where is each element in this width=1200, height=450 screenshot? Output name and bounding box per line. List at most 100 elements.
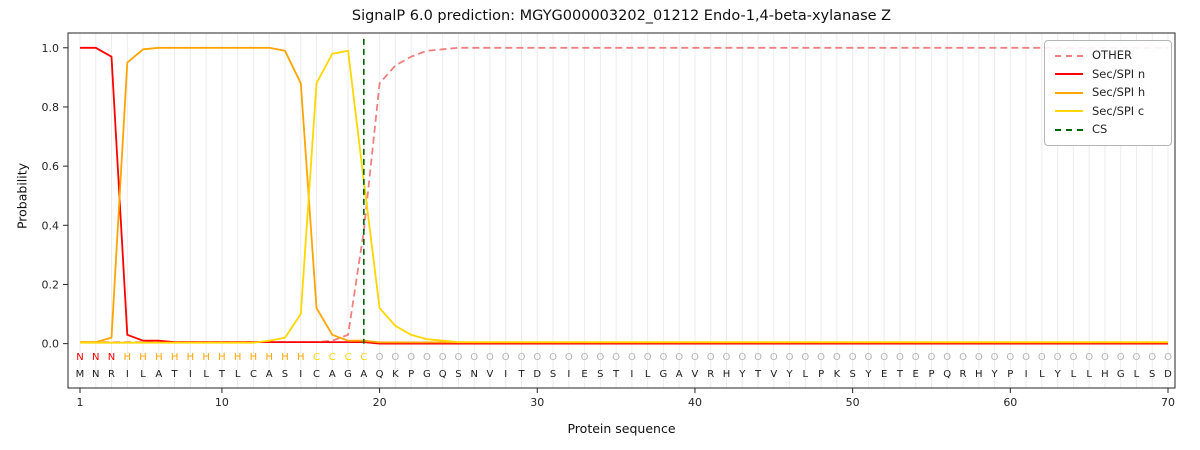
region-label: O	[1022, 352, 1030, 363]
region-label: C	[345, 352, 352, 363]
region-label: O	[391, 352, 399, 363]
sequence-letter: G	[423, 369, 431, 380]
sequence-letter: S	[849, 369, 855, 380]
region-label: O	[1117, 352, 1125, 363]
region-label: H	[297, 352, 305, 363]
x-tick-labels: 1 10 20 30 40 50 60 70	[77, 396, 1176, 409]
region-label: O	[486, 352, 494, 363]
region-label: O	[896, 352, 904, 363]
sequence-letter: P	[408, 369, 414, 380]
sequence-letter: P	[928, 369, 934, 380]
sequence-letter: Q	[943, 369, 951, 380]
sequence-letter: R	[108, 369, 115, 380]
series-lines	[80, 46, 1168, 345]
sequence-letter: Q	[376, 369, 384, 380]
region-label: O	[1101, 352, 1109, 363]
sequence-letter: N	[92, 369, 99, 380]
y-tick-labels: 0.0 0.2 0.4 0.6 0.8 1.0	[42, 42, 60, 351]
region-label: O	[1069, 352, 1077, 363]
region-label: H	[234, 352, 242, 363]
region-label: H	[124, 352, 132, 363]
region-label: N	[108, 352, 115, 363]
region-label: O	[454, 352, 462, 363]
sequence-letter: S	[282, 369, 288, 380]
sequence-letter: L	[235, 369, 241, 380]
region-label: O	[423, 352, 431, 363]
sequence-letter: G	[1117, 369, 1125, 380]
x-axis-label: Protein sequence	[567, 421, 676, 436]
legend-item-cs: CS	[1055, 122, 1161, 136]
x-tick-label: 40	[688, 396, 702, 409]
x-tick-label: 30	[530, 396, 544, 409]
region-label: O	[1038, 352, 1046, 363]
series-line-OTHER	[80, 46, 1168, 344]
region-label: H	[171, 352, 179, 363]
sequence-letter: Q	[439, 369, 447, 380]
y-tick-label: 0.2	[42, 278, 60, 291]
sequence-letter: A	[266, 369, 273, 380]
sequence-letter: H	[723, 369, 731, 380]
region-label: O	[991, 352, 999, 363]
x-tick-label: 20	[373, 396, 387, 409]
region-label: O	[1085, 352, 1093, 363]
region-label: O	[470, 352, 478, 363]
region-label: N	[76, 352, 83, 363]
legend-label-cs: CS	[1092, 122, 1108, 136]
sequence-letter: P	[818, 369, 824, 380]
y-tick-label: 0.8	[42, 101, 60, 114]
y-tick-label: 0.6	[42, 160, 60, 173]
y-tick-label: 0.0	[42, 338, 60, 351]
sequence-letter: L	[1071, 369, 1077, 380]
region-label: O	[612, 352, 620, 363]
region-label: O	[659, 352, 667, 363]
sec-spi-c-line-sample	[1055, 110, 1083, 113]
sequence-letter: Y	[990, 369, 998, 380]
region-label: O	[565, 352, 573, 363]
sequence-letter: T	[896, 369, 904, 380]
region-label: O	[376, 352, 384, 363]
region-label: O	[849, 352, 857, 363]
legend-item-other: OTHER	[1055, 49, 1161, 62]
sequence-letter: V	[770, 369, 777, 380]
sequence-letter: M	[76, 369, 85, 380]
region-label: O	[975, 352, 983, 363]
sequence-letter: L	[1039, 369, 1045, 380]
sequence-letter: V	[487, 369, 494, 380]
y-tick-label: 1.0	[42, 42, 60, 55]
legend-item-sec-spi-h: Sec/SPI h	[1055, 85, 1161, 99]
region-label: O	[691, 352, 699, 363]
sequence-letter: L	[1086, 369, 1092, 380]
sequence-letter: L	[645, 369, 651, 380]
sequence-letter: T	[171, 369, 179, 380]
cs-line-sample	[1055, 128, 1083, 131]
sequence-letter: Y	[1054, 369, 1062, 380]
x-tick-label: 50	[846, 396, 860, 409]
region-label: O	[943, 352, 951, 363]
region-label: H	[139, 352, 147, 363]
sequence-letter: I	[567, 369, 570, 380]
region-label: O	[518, 352, 526, 363]
sequence-letter: P	[1007, 369, 1013, 380]
x-tick-label: 10	[215, 396, 229, 409]
sequence-letter: S	[597, 369, 603, 380]
region-label: O	[502, 352, 510, 363]
region-label: O	[644, 352, 652, 363]
series-line-Sec/SPI c	[80, 49, 1168, 344]
region-label: O	[596, 352, 604, 363]
gridlines	[79, 33, 1169, 388]
region-label: O	[1148, 352, 1156, 363]
region-label: H	[265, 352, 273, 363]
y-axis-label: Probability	[14, 162, 30, 230]
sequence-letter: C	[250, 369, 257, 380]
region-label: O	[533, 352, 541, 363]
sec-spi-n-line-sample	[1055, 73, 1083, 76]
plot-border	[67, 32, 1176, 389]
region-label: H	[281, 352, 289, 363]
region-label: H	[187, 352, 195, 363]
region-label: O	[738, 352, 746, 363]
region-label: C	[329, 352, 336, 363]
legend-label-sec-spi-h: Sec/SPI h	[1092, 85, 1146, 99]
sequence-letter: S	[1149, 369, 1155, 380]
